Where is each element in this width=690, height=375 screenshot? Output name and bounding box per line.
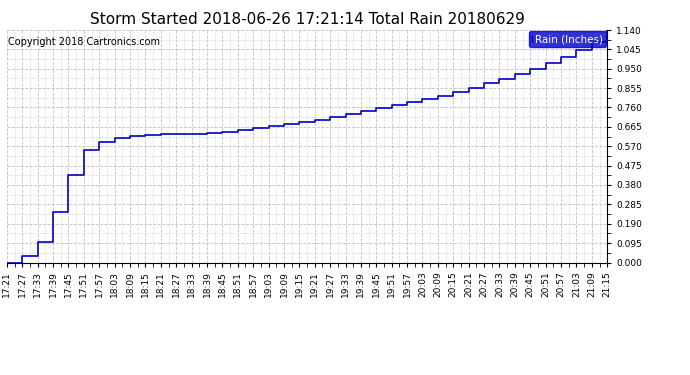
Legend: Rain (Inches): Rain (Inches) — [529, 31, 606, 47]
Text: Copyright 2018 Cartronics.com: Copyright 2018 Cartronics.com — [8, 37, 160, 47]
Title: Storm Started 2018-06-26 17:21:14 Total Rain 20180629: Storm Started 2018-06-26 17:21:14 Total … — [90, 12, 524, 27]
